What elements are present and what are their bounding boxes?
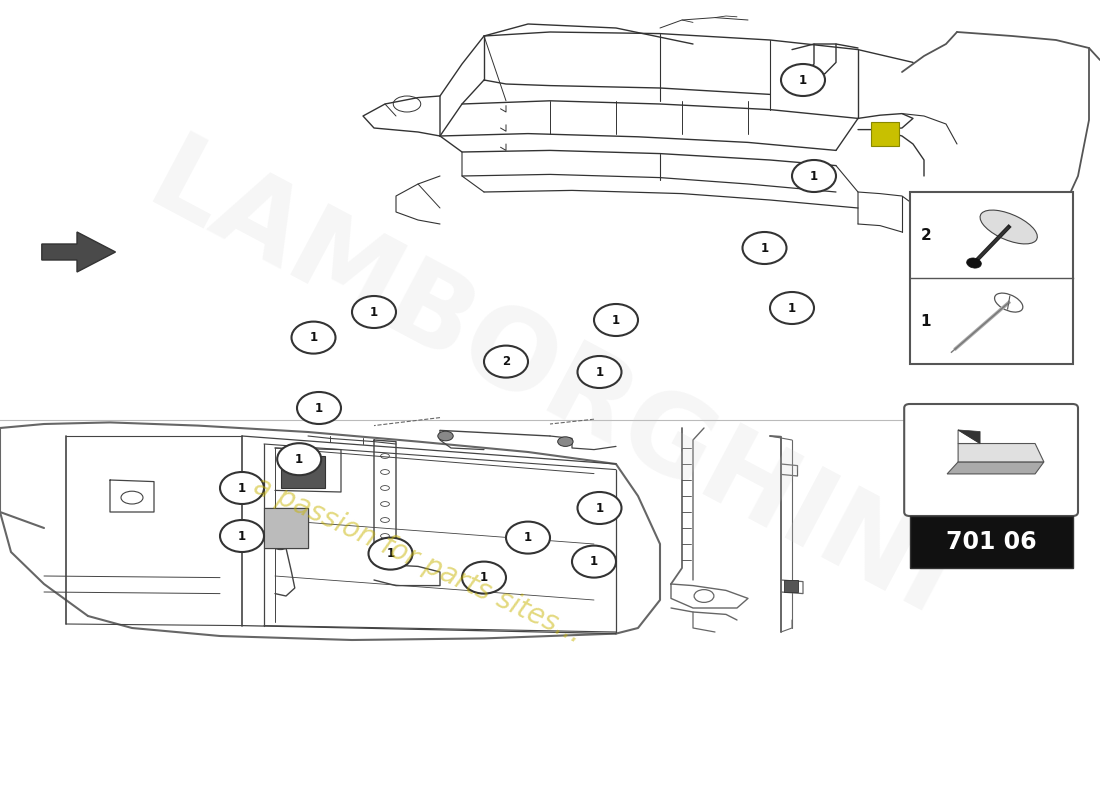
Text: 1: 1 [480, 571, 488, 584]
Text: 1: 1 [595, 502, 604, 514]
Text: 1: 1 [788, 302, 796, 314]
Text: 1: 1 [810, 170, 818, 182]
Ellipse shape [967, 258, 981, 268]
Text: 1: 1 [295, 453, 304, 466]
Text: 1: 1 [315, 402, 323, 414]
Text: 1: 1 [309, 331, 318, 344]
Circle shape [368, 538, 412, 570]
Text: 1: 1 [238, 482, 246, 494]
Circle shape [277, 443, 321, 475]
Ellipse shape [994, 293, 1023, 312]
Circle shape [578, 356, 621, 388]
Circle shape [220, 472, 264, 504]
Circle shape [462, 562, 506, 594]
Circle shape [578, 492, 621, 524]
Bar [784, 580, 798, 592]
Text: 1: 1 [590, 555, 598, 568]
Polygon shape [958, 443, 1044, 462]
Ellipse shape [558, 437, 573, 446]
Text: 1: 1 [524, 531, 532, 544]
Text: 1: 1 [760, 242, 769, 254]
Circle shape [292, 322, 336, 354]
Circle shape [792, 160, 836, 192]
Text: LAMBORGHINI: LAMBORGHINI [131, 127, 969, 641]
Circle shape [742, 232, 786, 264]
FancyBboxPatch shape [904, 404, 1078, 516]
Bar [280, 456, 324, 488]
Text: 701 06: 701 06 [946, 530, 1036, 554]
Text: 1: 1 [238, 530, 246, 542]
Text: a passion for parts sites...: a passion for parts sites... [250, 471, 586, 649]
Ellipse shape [980, 210, 1037, 244]
Circle shape [594, 304, 638, 336]
Polygon shape [947, 462, 1044, 474]
Polygon shape [958, 430, 980, 443]
Text: 1: 1 [612, 314, 620, 326]
Circle shape [352, 296, 396, 328]
Bar [910, 192, 1072, 364]
Circle shape [770, 292, 814, 324]
Text: 1: 1 [595, 366, 604, 378]
Text: 2: 2 [502, 355, 510, 368]
Bar [264, 508, 308, 548]
Ellipse shape [438, 431, 453, 441]
Text: 1: 1 [370, 306, 378, 318]
Text: 1: 1 [386, 547, 395, 560]
Circle shape [506, 522, 550, 554]
Polygon shape [958, 430, 980, 443]
Circle shape [484, 346, 528, 378]
Text: 2: 2 [921, 227, 932, 242]
Text: 1: 1 [799, 74, 807, 86]
Bar [871, 122, 899, 146]
Circle shape [297, 392, 341, 424]
Circle shape [220, 520, 264, 552]
Text: 1: 1 [921, 314, 932, 329]
Circle shape [572, 546, 616, 578]
Bar [910, 516, 1072, 568]
Circle shape [781, 64, 825, 96]
Polygon shape [42, 232, 116, 272]
